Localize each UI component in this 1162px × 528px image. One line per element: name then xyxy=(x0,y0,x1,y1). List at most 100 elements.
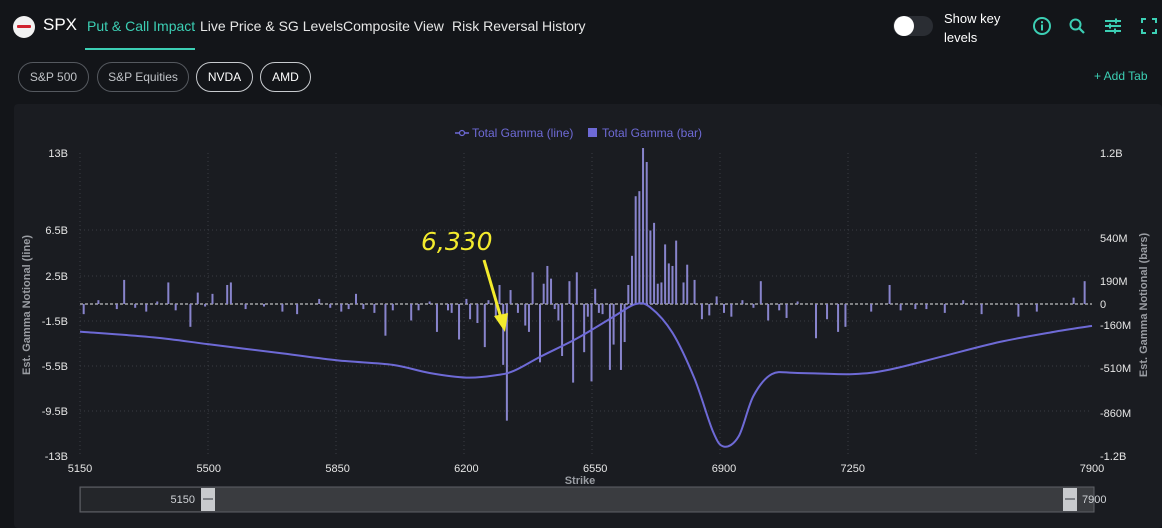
gamma-bar xyxy=(627,284,630,304)
brand-logo xyxy=(13,16,35,38)
gamma-bar xyxy=(340,304,343,312)
gamma-bar xyxy=(539,304,541,363)
gamma-bar xyxy=(686,264,689,304)
gamma-bar xyxy=(914,304,917,310)
gamma-bar xyxy=(211,293,214,304)
gamma-bar xyxy=(82,304,85,315)
sliders-icon[interactable] xyxy=(1102,15,1124,37)
gamma-bar xyxy=(296,304,299,315)
right-tick-label: -160M xyxy=(1100,320,1131,332)
gamma-bar xyxy=(1072,297,1075,304)
gamma-bars xyxy=(82,148,1086,421)
gamma-bar xyxy=(458,304,461,340)
gamma-bar xyxy=(229,282,232,304)
gamma-bar xyxy=(542,283,545,304)
left-tick-label: -5.5B xyxy=(42,361,68,373)
info-icon[interactable] xyxy=(1031,15,1053,37)
range-slider[interactable]: 5150 7900 xyxy=(79,486,1106,513)
x-tick-label: 5500 xyxy=(197,463,221,475)
gamma-bar xyxy=(601,304,604,315)
gamma-bar xyxy=(244,304,247,310)
gamma-bar xyxy=(638,191,641,304)
gamma-bar xyxy=(693,279,696,304)
gamma-bar xyxy=(899,304,902,311)
right-tick-label: -860M xyxy=(1100,408,1131,420)
gamma-bar xyxy=(667,263,670,304)
left-tick-label: 6.5B xyxy=(45,225,68,237)
gamma-bar xyxy=(837,304,840,332)
gamma-bar xyxy=(583,304,586,353)
gamma-bar xyxy=(568,281,571,304)
fullscreen-icon[interactable] xyxy=(1138,15,1160,37)
right-tick-label: 540M xyxy=(1100,233,1128,245)
annotation-label: 6,330 xyxy=(421,227,493,256)
gamma-bar xyxy=(531,272,534,304)
gamma-bar xyxy=(384,304,387,336)
gamma-bar xyxy=(465,298,468,304)
gamma-bar xyxy=(527,304,530,332)
toggle-knob xyxy=(894,16,914,36)
chip-sp500[interactable]: S&P 500 xyxy=(18,62,89,92)
tab-live-price-sg-levels[interactable]: Live Price & SG Levels xyxy=(200,18,344,34)
gamma-bar xyxy=(502,304,505,365)
gamma-bar xyxy=(505,304,508,421)
tab-put-call-impact[interactable]: Put & Call Impact xyxy=(87,18,196,34)
left-axis-ticks: 13B 6.5B 2.5B -1.5B -5.5B -9.5B -13B xyxy=(42,148,68,463)
gamma-bar xyxy=(752,304,755,308)
ticker-symbol: SPX xyxy=(43,15,78,34)
left-tick-label: 2.5B xyxy=(45,271,68,283)
x-tick-label: 6900 xyxy=(712,463,736,475)
gamma-bar xyxy=(778,304,781,311)
annotation-6330: 6,330 xyxy=(421,227,508,332)
gamma-bar xyxy=(796,301,799,304)
gamma-bar xyxy=(362,304,365,310)
chart-legend[interactable]: Total Gamma (line) Total Gamma (bar) xyxy=(455,126,702,140)
gamma-bar xyxy=(619,304,622,370)
gamma-bar xyxy=(447,304,449,311)
gamma-bar xyxy=(715,296,718,304)
gamma-bar xyxy=(656,283,659,304)
range-slider-track xyxy=(79,486,1095,513)
chip-amd[interactable]: AMD xyxy=(260,62,311,92)
legend-bar-swatch xyxy=(588,128,597,137)
gamma-bar xyxy=(631,255,633,304)
gamma-bar xyxy=(417,304,420,311)
search-icon[interactable] xyxy=(1066,15,1088,37)
chip-sp-equities[interactable]: S&P Equities xyxy=(97,62,189,92)
gamma-bar xyxy=(785,304,788,318)
gamma-bar xyxy=(281,304,284,312)
x-axis-label: Strike xyxy=(565,475,596,487)
show-key-levels-toggle[interactable] xyxy=(893,16,933,36)
gamma-bar xyxy=(1017,304,1020,317)
left-tick-label: -13B xyxy=(45,451,68,463)
gamma-bar xyxy=(634,196,637,304)
gamma-bar xyxy=(888,284,891,304)
range-slider-min-label: 5150 xyxy=(171,494,195,506)
gamma-bar xyxy=(524,304,527,326)
gamma-bar xyxy=(962,300,965,304)
gamma-bar xyxy=(347,304,350,310)
gamma-bar xyxy=(675,240,678,304)
gamma-bar xyxy=(590,304,593,382)
left-tick-label: -9.5B xyxy=(42,406,68,418)
annotation-arrowhead xyxy=(494,313,508,332)
tab-history[interactable]: History xyxy=(542,18,586,34)
gamma-bar xyxy=(123,279,126,304)
chip-nvda[interactable]: NVDA xyxy=(196,62,253,92)
gamma-bar xyxy=(557,304,560,321)
gamma-bar xyxy=(586,304,589,317)
gamma-bar xyxy=(572,304,575,383)
tab-risk-reversal[interactable]: Risk Reversal xyxy=(452,18,539,34)
right-tick-label: -1.2B xyxy=(1100,451,1126,463)
gamma-bar xyxy=(575,272,578,304)
gamma-bar xyxy=(623,304,626,343)
left-tick-label: -1.5B xyxy=(42,316,68,328)
gamma-bar xyxy=(355,293,357,304)
gamma-bar xyxy=(196,292,199,304)
gamma-bar xyxy=(391,304,394,311)
gamma-bar xyxy=(597,304,600,313)
tab-composite-view[interactable]: Composite View xyxy=(343,18,444,34)
add-tab-button[interactable]: + Add Tab xyxy=(1094,69,1148,83)
x-tick-label: 5150 xyxy=(68,463,92,475)
